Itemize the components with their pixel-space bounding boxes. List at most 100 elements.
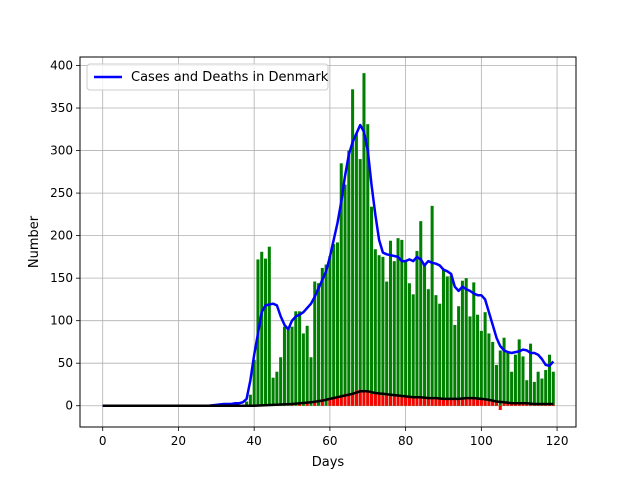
death-bar	[362, 391, 366, 406]
case-bar	[517, 339, 521, 406]
death-bar	[385, 395, 389, 406]
case-bar	[328, 256, 332, 406]
case-bar	[510, 371, 514, 406]
case-bar	[320, 267, 324, 406]
x-tick-label: 80	[398, 434, 413, 448]
series-lines	[102, 123, 555, 407]
legend-label: Cases and Deaths in Denmark	[131, 70, 329, 85]
death-bar	[510, 403, 514, 406]
death-bar	[498, 405, 502, 410]
y-tick-label: 400	[50, 59, 73, 73]
legend: Cases and Deaths in Denmark	[86, 63, 329, 91]
bars	[245, 73, 555, 410]
case-bar	[404, 261, 408, 406]
death-bar	[411, 398, 415, 406]
death-bar	[328, 398, 332, 406]
death-bar	[513, 404, 517, 406]
case-bar	[343, 184, 347, 406]
death-bar	[472, 398, 476, 406]
case-bar	[460, 280, 464, 406]
death-bar	[445, 398, 449, 406]
legend-box	[86, 63, 329, 91]
case-bar	[423, 265, 427, 406]
x-axis-label: Days	[312, 455, 345, 470]
death-bar	[547, 404, 552, 406]
death-bar	[521, 404, 525, 406]
case-bar	[313, 281, 317, 406]
death-bar	[540, 404, 544, 406]
death-bar	[536, 404, 540, 406]
case-bar	[434, 295, 438, 406]
death-bar	[460, 398, 464, 406]
case-bar	[419, 221, 423, 406]
case-bar	[525, 380, 529, 406]
axis-ticks: 0 20 40 60 80 100 120 0 50 100 150 200 250 300 350 400	[50, 59, 568, 448]
case-bar	[472, 282, 476, 406]
case-bar	[339, 163, 343, 406]
death-bar	[487, 401, 491, 406]
case-bar	[260, 251, 264, 406]
case-bar	[532, 381, 536, 406]
death-bar	[544, 404, 548, 406]
y-tick-label: 50	[58, 356, 73, 370]
death-bar	[453, 398, 457, 406]
case-bar	[252, 359, 256, 406]
case-bar	[347, 150, 351, 406]
death-bar	[506, 402, 510, 406]
case-bar	[290, 326, 294, 406]
death-bar	[332, 397, 336, 406]
y-tick-label: 350	[50, 101, 73, 115]
death-bar	[358, 389, 362, 406]
case-bar	[298, 311, 302, 406]
death-bar	[494, 402, 499, 406]
death-bar	[529, 404, 533, 406]
death-bar	[354, 390, 358, 406]
death-bar	[457, 398, 461, 406]
case-bar	[332, 244, 336, 406]
death-bar	[377, 394, 381, 406]
case-bar	[430, 205, 434, 406]
death-bar	[381, 395, 385, 406]
death-bar	[351, 392, 355, 406]
death-bar	[468, 398, 472, 406]
case-bar	[267, 246, 271, 406]
death-bar	[320, 398, 324, 406]
case-bar	[264, 258, 268, 406]
case-bar	[494, 364, 499, 406]
case-bar	[362, 73, 366, 406]
case-bar	[271, 377, 275, 406]
case-bar	[491, 341, 495, 406]
case-bar	[282, 326, 286, 406]
case-bar	[453, 324, 457, 406]
death-bar	[407, 397, 411, 406]
case-bar	[483, 312, 487, 406]
death-bar	[392, 396, 396, 406]
case-bar	[245, 401, 249, 406]
death-bar	[370, 393, 374, 406]
death-bar	[491, 401, 495, 406]
case-bar	[441, 269, 445, 406]
x-tick-label: 0	[99, 434, 107, 448]
case-bar	[294, 311, 298, 406]
grid-lines	[80, 57, 576, 427]
case-bar	[521, 356, 525, 406]
case-bar	[464, 278, 468, 406]
x-tick-label: 20	[171, 434, 186, 448]
case-bar	[305, 325, 309, 406]
case-bar	[445, 276, 449, 406]
y-tick-label: 0	[65, 399, 73, 413]
death-bar	[441, 398, 445, 406]
death-bar	[335, 396, 339, 406]
death-bar	[339, 395, 343, 406]
case-bar	[426, 289, 430, 406]
case-bar	[248, 394, 252, 406]
death-bar	[423, 398, 427, 406]
case-bar	[407, 283, 411, 406]
x-tick-label: 100	[470, 434, 493, 448]
case-bar	[366, 124, 370, 406]
case-bar	[335, 242, 339, 406]
death-bar	[404, 396, 408, 406]
case-bar	[396, 238, 400, 406]
case-bar	[540, 378, 544, 406]
y-tick-label: 200	[50, 229, 73, 243]
